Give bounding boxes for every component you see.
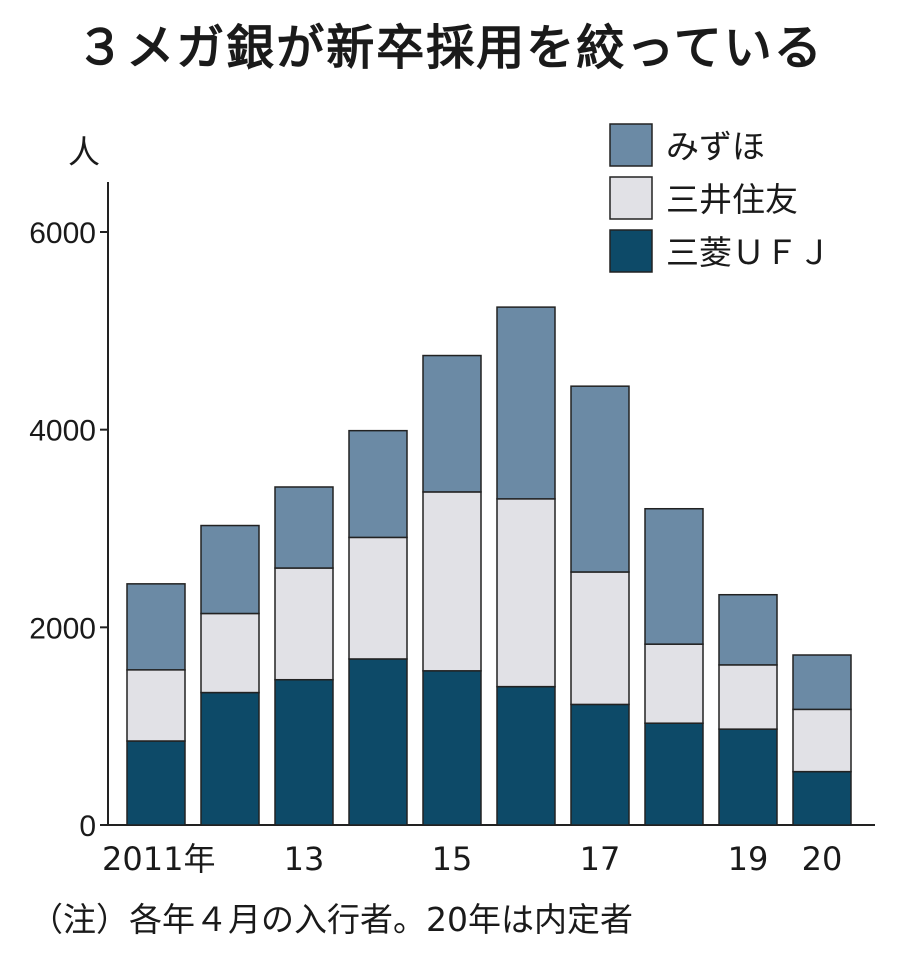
bar-segment xyxy=(422,670,482,826)
bar-segment xyxy=(200,691,260,826)
bar-segment xyxy=(274,678,334,826)
legend-label: みずほ xyxy=(666,127,765,166)
legend-label: 三井住友 xyxy=(666,180,798,219)
bar-segment xyxy=(126,740,186,826)
bar-segment xyxy=(274,486,334,569)
chart-title: ３メガ銀が新卒採用を絞っている xyxy=(76,20,824,76)
bar-segment xyxy=(496,685,556,826)
bar-segment xyxy=(200,612,260,694)
bar-segment xyxy=(792,654,852,711)
y-axis-label: 人 xyxy=(68,133,100,171)
bar-segment xyxy=(274,567,334,681)
bar-segment xyxy=(718,593,778,666)
x-tick-label: 17 xyxy=(580,840,621,878)
bar-segment xyxy=(348,658,408,826)
bar-segment xyxy=(422,491,482,672)
x-tick-label: 19 xyxy=(728,840,769,878)
bar-segment xyxy=(496,306,556,500)
x-tick-label: 20 xyxy=(802,840,843,878)
bar-segment xyxy=(200,524,260,615)
legend-label: 三菱ＵＦＪ xyxy=(666,233,831,272)
bar-segment xyxy=(422,354,482,493)
legend-swatch xyxy=(609,176,653,220)
y-tick-label: 6000 xyxy=(29,217,96,250)
bar-segment xyxy=(718,728,778,826)
bar-segment xyxy=(644,643,704,724)
bar-segment xyxy=(718,664,778,730)
legend-swatch xyxy=(609,123,653,167)
bar-segment xyxy=(644,507,704,645)
bar-segment xyxy=(792,770,852,826)
bar-series xyxy=(126,306,852,826)
bar-segment xyxy=(348,429,408,539)
legend-swatch xyxy=(609,229,653,273)
bar-segment xyxy=(496,498,556,688)
bar-segment xyxy=(570,703,630,826)
x-tick-label: 15 xyxy=(432,840,473,878)
bar-segment xyxy=(348,536,408,660)
bar-segment xyxy=(126,583,186,671)
y-tick-label: 0 xyxy=(79,810,96,843)
x-tick-label: 13 xyxy=(284,840,325,878)
chart-footnote: （注）各年４月の入行者。20年は内定者 xyxy=(30,900,633,939)
x-tick-label: 2011年 xyxy=(102,840,215,878)
y-tick-label: 2000 xyxy=(29,612,96,645)
bar-segment xyxy=(570,571,630,706)
bar-segment xyxy=(644,722,704,826)
bar-segment xyxy=(792,708,852,773)
bar-segment xyxy=(570,385,630,573)
bar-segment xyxy=(126,669,186,742)
tick-labels: 人 0 2000 4000 6000 2011年 13 15 17 19 20 xyxy=(29,133,842,878)
y-tick-label: 4000 xyxy=(29,415,96,448)
